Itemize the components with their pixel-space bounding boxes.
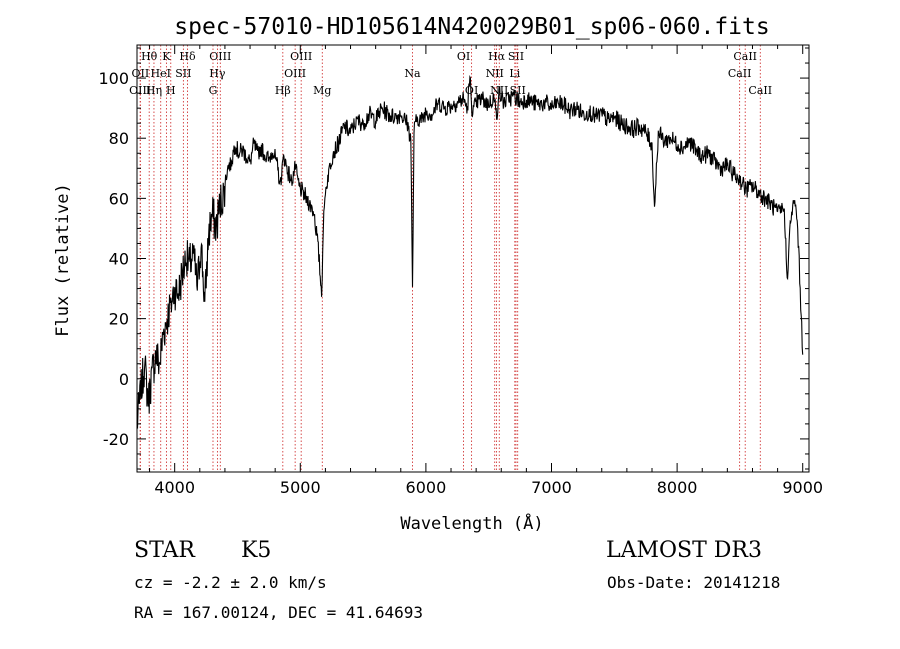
y-axis: -20 0 20 40 60 80 100 bbox=[98, 47, 809, 470]
marker-label: H bbox=[166, 84, 176, 97]
y-tick-label: 0 bbox=[119, 370, 129, 389]
marker-label: HeI bbox=[151, 67, 171, 80]
marker-label: Hα bbox=[488, 50, 506, 63]
chart-title: spec-57010-HD105614N420029B01_sp06-060.f… bbox=[174, 14, 769, 40]
marker-label: K bbox=[162, 50, 171, 63]
y-tick-label: 100 bbox=[98, 69, 129, 88]
y-tick-label: 40 bbox=[109, 250, 129, 269]
marker-label: CaII bbox=[728, 67, 752, 80]
marker-label: CaII bbox=[748, 84, 772, 97]
marker-label: SII bbox=[175, 67, 191, 80]
coordinates: RA = 167.00124, DEC = 41.64693 bbox=[134, 603, 423, 622]
marker-label: Hη bbox=[146, 84, 162, 97]
marker-label: Mg bbox=[313, 84, 331, 97]
marker-label: OI bbox=[457, 50, 470, 63]
x-axis: 4000 5000 6000 7000 8000 9000 bbox=[149, 45, 823, 497]
x-tick-label: 9000 bbox=[782, 478, 823, 497]
flux-series bbox=[136, 74, 804, 429]
x-axis-label: Wavelength (Å) bbox=[400, 512, 543, 534]
marker-label: OIII bbox=[290, 50, 312, 63]
survey-name: LAMOST DR3 bbox=[606, 538, 762, 563]
y-axis-label: Flux (relative) bbox=[53, 183, 73, 337]
marker-label: SII bbox=[508, 50, 524, 63]
x-tick-label: 8000 bbox=[657, 478, 698, 497]
marker-label: Li bbox=[509, 67, 520, 80]
marker-label: NII bbox=[486, 67, 504, 80]
marker-label: OIII bbox=[129, 84, 151, 97]
marker-label: Hγ bbox=[209, 67, 226, 80]
y-tick-label: -20 bbox=[103, 430, 129, 449]
flux-line bbox=[136, 74, 804, 429]
marker-label: OIII bbox=[209, 50, 231, 63]
x-tick-label: 5000 bbox=[280, 478, 321, 497]
y-tick-label: 20 bbox=[109, 310, 129, 329]
redshift-value: cz = -2.2 ± 2.0 km/s bbox=[134, 573, 327, 592]
marker-label: Na bbox=[404, 67, 421, 80]
marker-label: CaII bbox=[733, 50, 757, 63]
marker-label: OIII bbox=[284, 67, 306, 80]
y-tick-label: 60 bbox=[109, 189, 129, 208]
marker-label: Hδ bbox=[179, 50, 196, 63]
marker-label: OI bbox=[465, 84, 478, 97]
y-tick-label: 80 bbox=[109, 129, 129, 148]
marker-label: Hθ bbox=[141, 50, 158, 63]
observation-date: Obs-Date: 20141218 bbox=[607, 573, 781, 592]
x-tick-label: 4000 bbox=[154, 478, 195, 497]
object-type: STAR bbox=[134, 538, 195, 563]
x-tick-label: 6000 bbox=[406, 478, 447, 497]
object-subclass: K5 bbox=[241, 538, 272, 563]
marker-label: Hβ bbox=[275, 84, 291, 97]
marker-label: G bbox=[209, 84, 218, 97]
x-tick-label: 7000 bbox=[531, 478, 572, 497]
